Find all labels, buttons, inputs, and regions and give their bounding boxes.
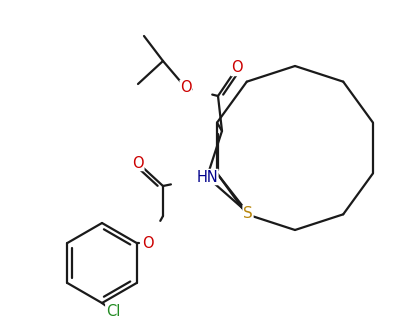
Text: Cl: Cl <box>106 303 120 318</box>
Text: O: O <box>142 235 154 250</box>
Text: HN: HN <box>196 169 218 184</box>
Text: O: O <box>180 81 192 96</box>
Text: O: O <box>132 156 144 170</box>
Text: O: O <box>231 61 243 76</box>
Text: S: S <box>243 205 253 220</box>
